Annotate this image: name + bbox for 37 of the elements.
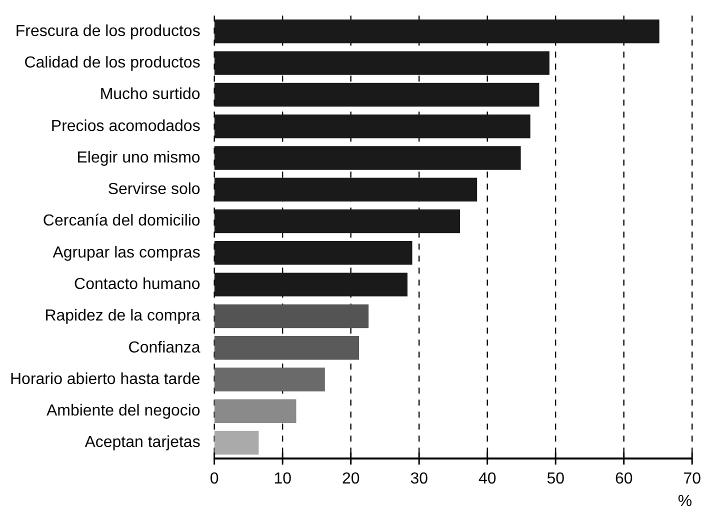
x-tick-label: 0 xyxy=(210,470,219,488)
y-tick-label: Servirse solo xyxy=(108,181,200,198)
bar xyxy=(214,82,540,107)
bar xyxy=(214,304,369,328)
x-tick-label: 50 xyxy=(546,470,565,488)
bar xyxy=(214,272,408,296)
y-tick-label: Rapidez de la compra xyxy=(44,308,200,325)
bar xyxy=(214,399,296,423)
x-tick-label: 40 xyxy=(478,470,496,488)
bar xyxy=(214,114,530,138)
y-tick-label: Contacto humano xyxy=(74,276,200,293)
y-tick-label: Calidad de los productos xyxy=(24,54,200,72)
bar xyxy=(214,178,478,202)
x-tick-label: 60 xyxy=(614,470,633,488)
bar xyxy=(214,336,360,360)
y-tick-label: Confianza xyxy=(128,339,200,356)
bar xyxy=(214,146,521,170)
y-tick-label: Elegir uno mismo xyxy=(76,149,200,166)
bar xyxy=(214,430,259,455)
x-axis-title: % xyxy=(678,492,692,510)
x-tick-label: 20 xyxy=(342,470,360,488)
y-tick-label: Precios acomodados xyxy=(50,118,200,135)
y-tick-label: Ambiente del negocio xyxy=(46,402,200,420)
bar xyxy=(214,209,460,234)
y-tick-label: Agrupar las compras xyxy=(52,244,200,262)
bar xyxy=(214,51,550,75)
y-tick-label: Frescura de los productos xyxy=(15,22,200,40)
x-tick-label: 10 xyxy=(274,470,292,488)
y-tick-label: Aceptan tarjetas xyxy=(84,434,200,452)
bar xyxy=(214,20,660,44)
y-tick-label: Cercanía del domicilio xyxy=(42,212,200,230)
y-tick-label: Horario abierto hasta tarde xyxy=(10,370,200,388)
x-tick-label: 30 xyxy=(410,470,428,488)
bar xyxy=(214,241,412,265)
bar xyxy=(214,368,325,392)
x-tick-label: 70 xyxy=(683,470,702,488)
y-tick-label: Mucho surtido xyxy=(100,86,200,104)
